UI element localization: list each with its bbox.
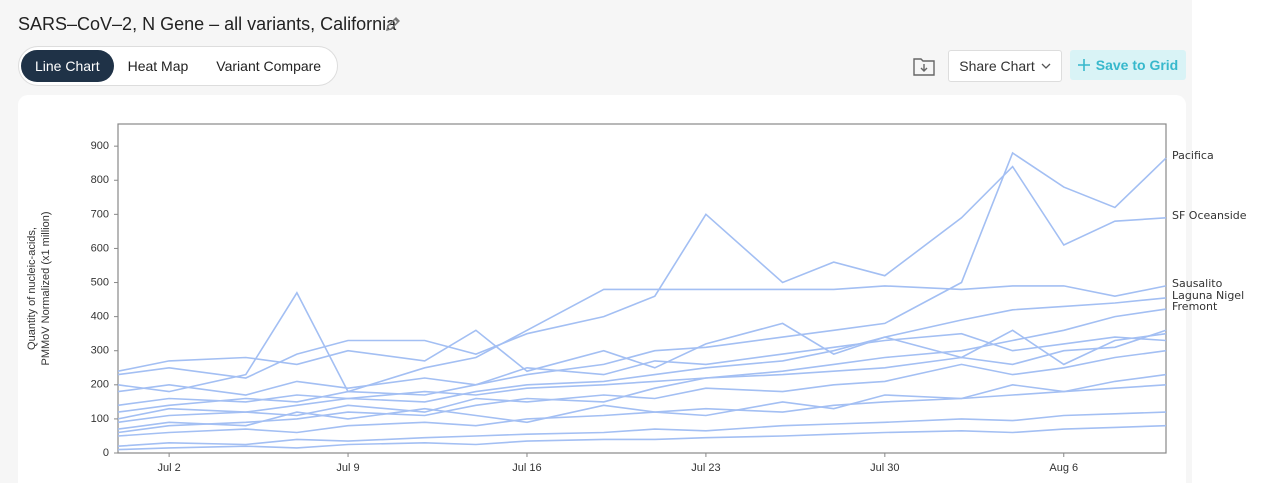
chevron xyxy=(1041,63,1051,69)
tab[interactable]: Line Chart xyxy=(21,50,114,82)
x-tick-label: Jul 9 xyxy=(336,462,359,474)
page-title: SARS–CoV–2, N Gene – all variants, Calif… xyxy=(18,14,397,34)
edit-icon[interactable] xyxy=(384,15,402,33)
chart: 0 100 200 300 400 500 600 700 800 900 Jul 2 Jul 9 Ju… xyxy=(26,123,1247,474)
x-tick-label: Jul 23 xyxy=(691,462,720,474)
x-tick-label: Jul 16 xyxy=(512,462,541,474)
series-label: Pacifica xyxy=(1172,149,1214,162)
series-line xyxy=(117,308,1167,434)
share-button[interactable]: Share Chart xyxy=(948,50,1062,82)
y-tick-label: 800 xyxy=(91,174,109,186)
series-label: SF Oceanside xyxy=(1172,209,1247,222)
tab[interactable]: Heat Map xyxy=(127,58,189,74)
y-axis-label: Quantity of nucleic-acids, xyxy=(26,227,38,350)
page: SARS–CoV–2, N Gene – all variants, Calif… xyxy=(18,14,1247,474)
save-label: Save to Grid xyxy=(1095,57,1179,73)
series-line xyxy=(117,349,1167,420)
series-line xyxy=(117,165,1167,379)
y-tick-label: 200 xyxy=(91,379,109,391)
plus-icon xyxy=(1077,59,1090,71)
series-line xyxy=(117,285,1167,393)
y-tick-label: 600 xyxy=(91,242,109,254)
series-line xyxy=(117,297,1167,424)
x-tick-label: Aug 6 xyxy=(1049,462,1078,474)
series-line xyxy=(117,373,1167,430)
series-label: Sausalito xyxy=(1172,277,1223,290)
plot-area xyxy=(117,123,1167,454)
y-tick-label: 700 xyxy=(91,208,109,220)
series-label: Fremont xyxy=(1172,300,1218,313)
tab[interactable]: Variant Compare xyxy=(216,58,322,74)
series-line xyxy=(117,329,1167,407)
y-tick-label: 100 xyxy=(91,413,109,425)
download-icon[interactable] xyxy=(912,55,936,77)
series-line xyxy=(117,322,1167,373)
y-tick-label: 900 xyxy=(91,140,109,152)
save-button[interactable]: Save to Grid xyxy=(1070,50,1186,80)
y-tick-label: 400 xyxy=(91,311,109,323)
y-tick-label: 500 xyxy=(91,276,109,288)
series-line xyxy=(117,424,1167,451)
tab-group: Line Chart Heat Map Variant Compare xyxy=(18,46,339,86)
share-label: Share Chart xyxy=(959,58,1035,74)
x-tick-label: Jul 2 xyxy=(157,462,180,474)
series-line xyxy=(117,332,1167,396)
series-label: Laguna Nigel xyxy=(1172,289,1244,302)
x-tick-label: Jul 30 xyxy=(870,462,899,474)
y-tick-label: 300 xyxy=(91,345,109,357)
series-line xyxy=(117,411,1167,447)
y-axis-label: PMMoV Normalized (x1 million) xyxy=(40,211,52,365)
series-line xyxy=(117,151,1167,413)
y-tick-label: 0 xyxy=(103,447,109,459)
